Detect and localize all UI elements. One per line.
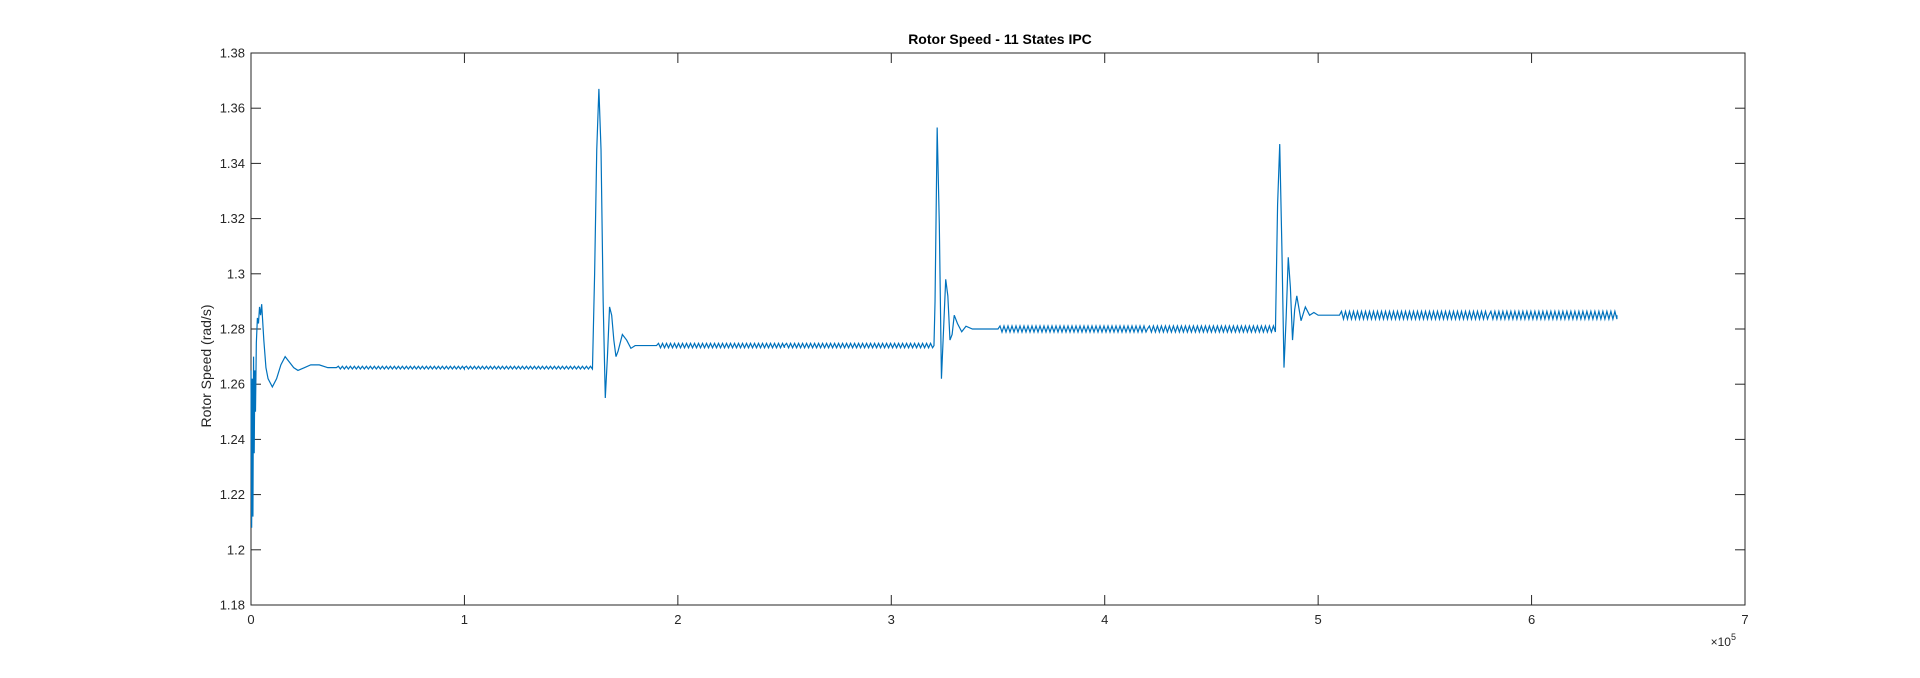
y-tick-label: 1.24	[220, 432, 245, 447]
y-tick-label: 1.26	[220, 377, 245, 392]
x-exponent-label: ×105	[1711, 632, 1736, 649]
axis-tick-labels: 0 1 2 3 4 5 6 7 1.18 1.2 1.22 1.24 1.26 1.28 1.3 1.32 1.…	[220, 46, 1749, 628]
y-tick-label: 1.2	[227, 542, 245, 557]
plot-area: 0 1 2 3 4 5 6 7 1.18 1.2 1.22 1.24 1.26 1.28 1.3 1.32 1.…	[220, 46, 1749, 628]
y-tick-label: 1.36	[220, 101, 245, 116]
x-tick-label: 3	[888, 612, 895, 627]
axis-ticks	[250, 52, 1746, 606]
x-exponent-power: 5	[1731, 632, 1736, 642]
y-tick-label: 1.32	[220, 211, 245, 226]
y-tick-label: 1.28	[220, 322, 245, 337]
y-tick-label: 1.34	[220, 156, 245, 171]
x-tick-label: 5	[1315, 612, 1322, 627]
x-tick-label: 1	[461, 612, 468, 627]
chart-title: Rotor Speed - 11 States IPC	[908, 31, 1092, 47]
y-tick-label: 1.18	[220, 598, 245, 613]
x-exponent-base: ×10	[1711, 635, 1732, 649]
x-tick-label: 2	[674, 612, 681, 627]
x-tick-label: 0	[247, 612, 254, 627]
x-tick-label: 7	[1741, 612, 1748, 627]
y-tick-label: 1.3	[227, 266, 245, 281]
series-line	[250, 88, 1618, 528]
y-axis-label: Rotor Speed (rad/s)	[198, 305, 214, 428]
x-tick-label: 4	[1101, 612, 1108, 627]
y-tick-label: 1.22	[220, 487, 245, 502]
y-tick-label: 1.38	[220, 46, 245, 61]
x-tick-label: 6	[1528, 612, 1535, 627]
